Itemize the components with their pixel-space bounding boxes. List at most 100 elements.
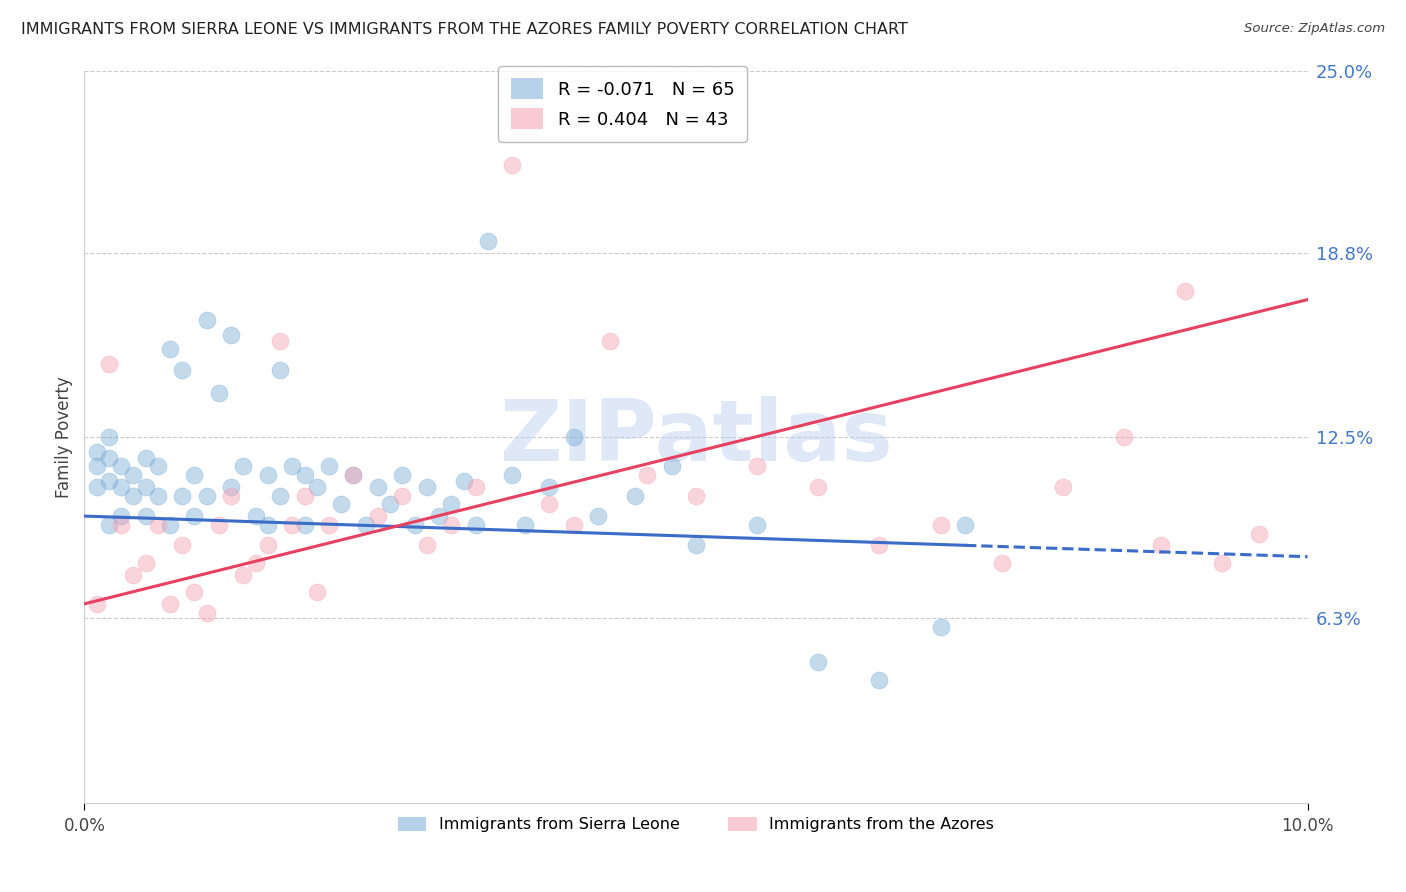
Point — [159, 597, 181, 611]
Point — [183, 509, 205, 524]
Point — [1114, 430, 1136, 444]
Point — [232, 459, 254, 474]
Point — [195, 606, 218, 620]
Point — [305, 585, 328, 599]
Point — [624, 489, 647, 503]
Point — [110, 509, 132, 524]
Point — [538, 497, 561, 511]
Point — [330, 497, 353, 511]
Point — [257, 538, 280, 552]
Point — [1211, 556, 1233, 570]
Point — [391, 489, 413, 503]
Point — [318, 459, 340, 474]
Point — [502, 158, 524, 172]
Point — [305, 480, 328, 494]
Point — [1150, 538, 1173, 552]
Point — [146, 489, 169, 503]
Text: Source: ZipAtlas.com: Source: ZipAtlas.com — [1244, 22, 1385, 36]
Point — [599, 334, 621, 348]
Point — [219, 480, 242, 494]
Point — [929, 620, 952, 634]
Point — [269, 363, 291, 377]
Point — [269, 334, 291, 348]
Point — [416, 480, 439, 494]
Point — [219, 327, 242, 342]
Point — [172, 538, 194, 552]
Point — [661, 459, 683, 474]
Point — [538, 480, 561, 494]
Point — [367, 480, 389, 494]
Point — [208, 386, 231, 401]
Point — [86, 444, 108, 458]
Point — [869, 673, 891, 687]
Point — [135, 556, 157, 570]
Point — [110, 517, 132, 532]
Point — [135, 450, 157, 465]
Point — [232, 567, 254, 582]
Point — [562, 430, 585, 444]
Point — [562, 517, 585, 532]
Point — [380, 497, 402, 511]
Point — [97, 474, 120, 488]
Point — [195, 313, 218, 327]
Point — [281, 517, 304, 532]
Point — [513, 517, 536, 532]
Point — [929, 517, 952, 532]
Point — [97, 450, 120, 465]
Point — [807, 656, 830, 670]
Point — [367, 509, 389, 524]
Point — [219, 489, 242, 503]
Point — [991, 556, 1014, 570]
Point — [159, 343, 181, 357]
Point — [1174, 284, 1197, 298]
Point — [257, 517, 280, 532]
Point — [636, 468, 658, 483]
Point — [391, 468, 413, 483]
Point — [110, 480, 132, 494]
Point — [318, 517, 340, 532]
Point — [159, 517, 181, 532]
Point — [685, 489, 707, 503]
Point — [453, 474, 475, 488]
Point — [464, 517, 486, 532]
Point — [172, 363, 194, 377]
Point — [404, 517, 426, 532]
Point — [477, 234, 499, 248]
Point — [86, 459, 108, 474]
Point — [747, 459, 769, 474]
Point — [183, 585, 205, 599]
Point — [1052, 480, 1074, 494]
Point — [135, 509, 157, 524]
Text: IMMIGRANTS FROM SIERRA LEONE VS IMMIGRANTS FROM THE AZORES FAMILY POVERTY CORREL: IMMIGRANTS FROM SIERRA LEONE VS IMMIGRAN… — [21, 22, 908, 37]
Point — [86, 597, 108, 611]
Point — [208, 517, 231, 532]
Point — [245, 556, 267, 570]
Point — [464, 480, 486, 494]
Point — [586, 509, 609, 524]
Point — [685, 538, 707, 552]
Point — [122, 567, 145, 582]
Point — [440, 497, 463, 511]
Y-axis label: Family Poverty: Family Poverty — [55, 376, 73, 498]
Text: ZIPatlas: ZIPatlas — [499, 395, 893, 479]
Point — [747, 517, 769, 532]
Point — [257, 468, 280, 483]
Point — [245, 509, 267, 524]
Point — [86, 480, 108, 494]
Point — [122, 468, 145, 483]
Point — [1247, 526, 1270, 541]
Point — [122, 489, 145, 503]
Point — [146, 517, 169, 532]
Point — [294, 468, 316, 483]
Point — [440, 517, 463, 532]
Point — [869, 538, 891, 552]
Point — [354, 517, 377, 532]
Point — [807, 480, 830, 494]
Point — [427, 509, 450, 524]
Point — [342, 468, 364, 483]
Point — [97, 517, 120, 532]
Point — [294, 517, 316, 532]
Point — [294, 489, 316, 503]
Point — [110, 459, 132, 474]
Point — [97, 357, 120, 371]
